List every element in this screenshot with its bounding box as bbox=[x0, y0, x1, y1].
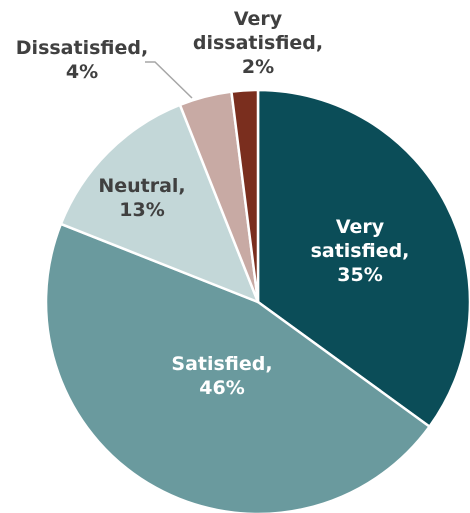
leader-lines bbox=[145, 61, 193, 99]
leader-line-dissatisfied bbox=[145, 61, 193, 99]
slice-satisfied bbox=[44, 222, 431, 513]
label-very-satisfied: Very satisfied, 35% bbox=[311, 216, 410, 286]
label-dissatisfied: Dissatisfied, 4% bbox=[16, 37, 148, 83]
label-very-dissatisfied: Very dissatisfied, 2% bbox=[193, 8, 323, 78]
label-satisfied: Satisfied, 46% bbox=[171, 353, 272, 399]
slice-labels: Very satisfied, 35% Satisfied, 46% Neutral, 13… bbox=[16, 8, 410, 399]
pie-slices bbox=[44, 88, 470, 513]
slice-neutral bbox=[59, 103, 260, 304]
slice-very-satisfied bbox=[256, 88, 470, 428]
label-neutral: Neutral, 13% bbox=[98, 175, 185, 221]
slice-very-dissatisfied bbox=[230, 88, 260, 304]
